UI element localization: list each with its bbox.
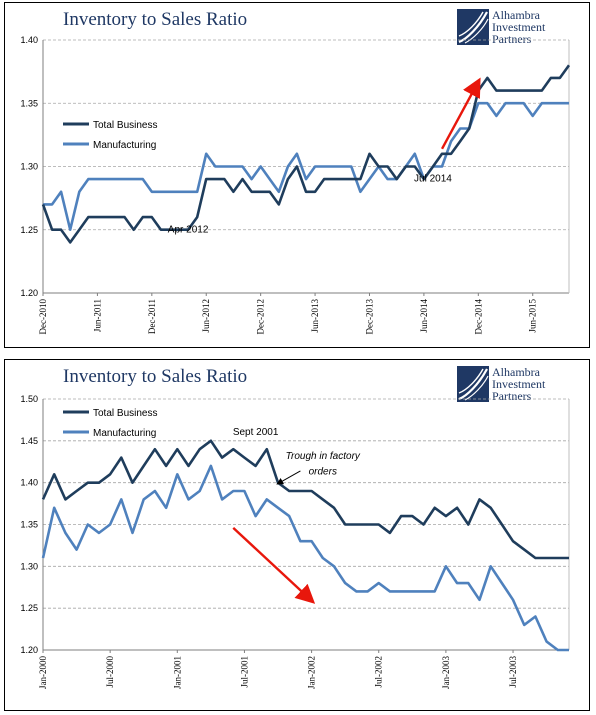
y-tick-label: 1.35 bbox=[20, 98, 38, 108]
x-tick-label: Jul-2001 bbox=[239, 656, 249, 688]
y-tick-label: 1.30 bbox=[20, 561, 38, 571]
annotation-label: Trough in factory bbox=[286, 451, 361, 462]
x-tick-label: Dec-2014 bbox=[473, 299, 483, 335]
line-chart: 1.20 1.25 1.30 1.35 1.40 Dec-2010 Jun-2011 Dec-… bbox=[20, 35, 571, 335]
pointer-arrow bbox=[276, 470, 301, 485]
y-tick-label: 1.20 bbox=[20, 288, 38, 298]
x-tick-label: Jan-2000 bbox=[38, 656, 48, 689]
x-tick-label: Jul-2000 bbox=[105, 656, 115, 688]
y-tick-label: 1.35 bbox=[20, 520, 38, 530]
annotation-label: Apr 2012 bbox=[168, 224, 209, 235]
logo-text-line: Alhambra bbox=[492, 8, 540, 22]
x-tick-label: Jul-2002 bbox=[374, 656, 384, 688]
x-tick-label: Jan-2001 bbox=[172, 656, 182, 689]
y-tick-label: 1.20 bbox=[20, 645, 38, 655]
logo-text-line: Partners bbox=[492, 389, 532, 403]
logo-mark-icon bbox=[457, 9, 489, 45]
y-tick-label: 1.40 bbox=[20, 478, 38, 488]
series-line-total-business bbox=[41, 439, 569, 560]
logo-text-line: Investment bbox=[492, 20, 546, 34]
legend-label: Manufacturing bbox=[93, 428, 156, 439]
legend-label: Manufacturing bbox=[93, 140, 156, 151]
series-line-manufacturing bbox=[43, 101, 569, 231]
annotation-label: Jul 2014 bbox=[414, 174, 452, 185]
legend-label: Total Business bbox=[93, 120, 157, 131]
y-tick-label: 1.45 bbox=[20, 436, 38, 446]
y-tick-label: 1.30 bbox=[20, 162, 38, 172]
chart-title: Inventory to Sales Ratio bbox=[63, 366, 248, 387]
y-tick-label: 1.40 bbox=[20, 35, 38, 45]
company-logo: Alhambra Investment Partners bbox=[457, 9, 583, 49]
x-tick-label: Jun-2011 bbox=[92, 299, 102, 332]
logo-text-line: Partners bbox=[492, 32, 532, 46]
x-tick-label: Dec-2011 bbox=[147, 299, 157, 334]
trend-arrow bbox=[440, 77, 481, 150]
line-chart: 1.20 1.25 1.30 1.35 1.40 1.45 1.50 Jan-2000 Jul-… bbox=[20, 394, 570, 689]
x-tick-label: Jun-2013 bbox=[310, 299, 320, 333]
series-line-manufacturing bbox=[41, 464, 569, 652]
legend-label: Total Business bbox=[93, 408, 157, 419]
x-tick-label: Jun-2015 bbox=[528, 299, 538, 333]
series-line-total-business bbox=[41, 64, 571, 244]
x-tick-label: Jan-2003 bbox=[441, 656, 451, 689]
trend-arrow bbox=[232, 526, 316, 604]
chart-title: Inventory to Sales Ratio bbox=[63, 9, 248, 30]
logo-mark-icon bbox=[457, 366, 489, 402]
annotation-label: Sept 2001 bbox=[233, 427, 279, 438]
y-tick-label: 1.25 bbox=[20, 225, 38, 235]
x-tick-label: Jun-2012 bbox=[201, 299, 211, 333]
x-tick-label: Dec-2013 bbox=[364, 299, 374, 335]
logo-text-line: Alhambra bbox=[492, 365, 540, 379]
x-tick-label: Jul-2003 bbox=[508, 656, 518, 688]
chart-panel-1: Inventory to Sales Ratio Alhambra Invest… bbox=[4, 2, 590, 348]
y-tick-label: 1.25 bbox=[20, 603, 38, 613]
x-tick-label: Dec-2012 bbox=[256, 299, 266, 335]
x-tick-label: Dec-2010 bbox=[38, 299, 48, 335]
x-tick-label: Jun-2014 bbox=[419, 299, 429, 333]
annotation-label: orders bbox=[309, 466, 337, 477]
logo-text-line: Investment bbox=[492, 377, 546, 391]
y-tick-label: 1.50 bbox=[20, 394, 38, 404]
company-logo: Alhambra Investment Partners bbox=[457, 366, 583, 406]
chart-panel-2: Inventory to Sales Ratio Alhambra Invest… bbox=[4, 359, 590, 711]
x-tick-label: Jan-2002 bbox=[307, 656, 317, 689]
